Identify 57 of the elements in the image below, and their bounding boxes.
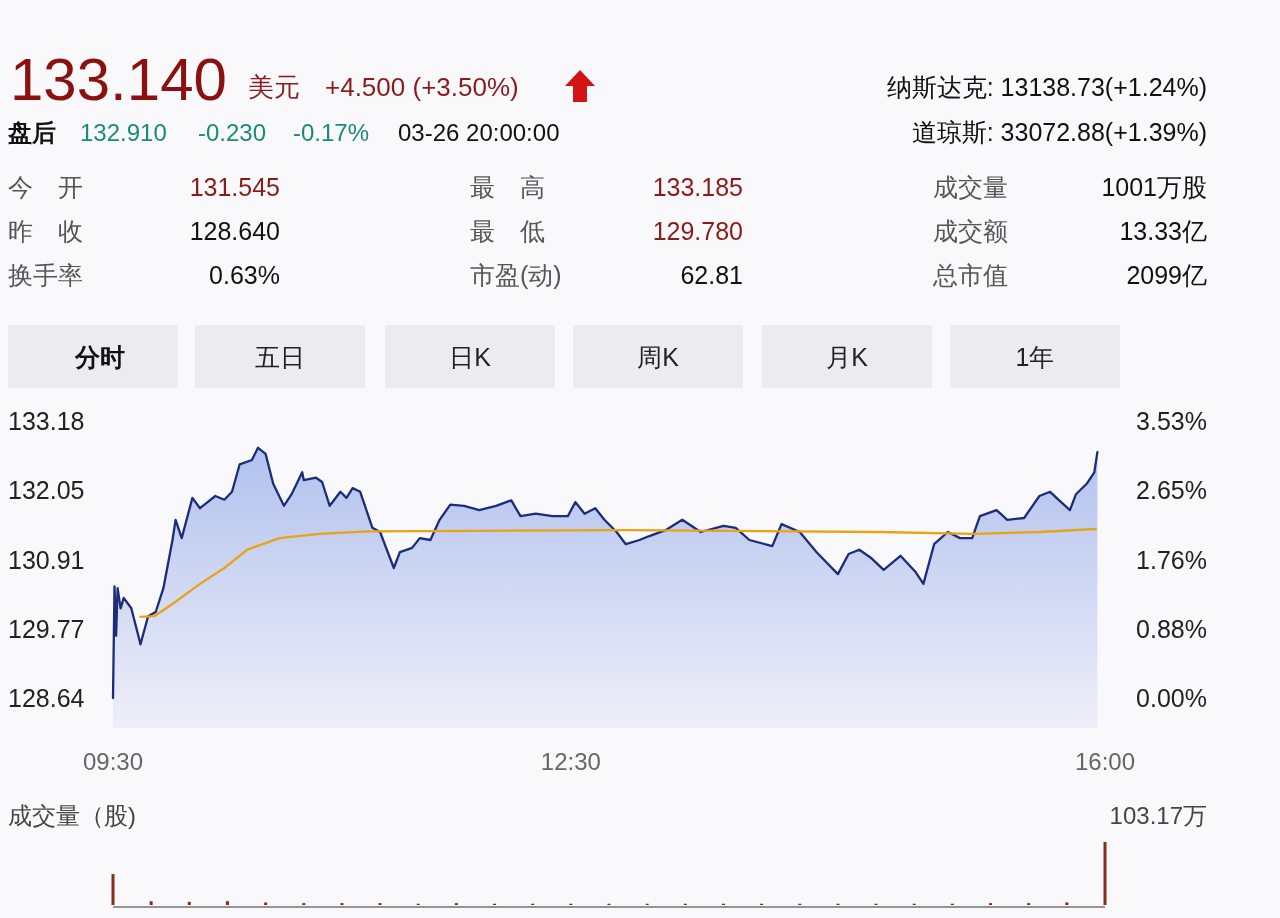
- y-tick-label: 132.05: [8, 475, 85, 504]
- bar: [264, 902, 268, 905]
- text: 1年: [1015, 343, 1055, 371]
- text: 0.63%: [209, 261, 280, 289]
- text: 总市值: [932, 261, 1008, 289]
- x-tick-label: 12:30: [540, 748, 601, 775]
- chart-title: 成交量（股): [8, 802, 136, 829]
- text: 月K: [826, 343, 869, 371]
- x-tick-label: 09:30: [82, 748, 144, 775]
- y2-tick-label: 3.53%: [1136, 407, 1207, 435]
- y2-tick-label: 0.88%: [1136, 614, 1207, 643]
- text: 盘后: [7, 119, 56, 146]
- text: 62.81: [680, 261, 743, 289]
- y2-tick-label: 1.76%: [1136, 545, 1207, 574]
- y-tick-label: 129.77: [8, 615, 85, 644]
- text: -0.17%: [293, 119, 370, 146]
- y2-tick-label: 0.00%: [1136, 684, 1207, 712]
- text: 1001万股: [1101, 173, 1207, 201]
- y-tick-label: 133.18: [8, 407, 85, 435]
- text: 131.545: [189, 173, 280, 201]
- text: 今 开: [8, 173, 83, 201]
- y-tick-label: 130.91: [8, 545, 85, 574]
- text: 分时: [74, 343, 125, 371]
- text: 2099亿: [1126, 261, 1207, 289]
- bar: [225, 901, 229, 905]
- text: 换手率: [8, 261, 83, 289]
- text: 昨 收: [8, 217, 83, 245]
- bar: [1065, 902, 1069, 905]
- bar: [149, 901, 153, 905]
- text: 128.640: [189, 217, 280, 245]
- text: 美元: [248, 72, 300, 102]
- text: +4.500 (+3.50%): [325, 72, 519, 102]
- y2-tick-label: 2.65%: [1136, 476, 1207, 505]
- text: 129.780: [652, 217, 743, 245]
- y-tick-label: 128.64: [8, 684, 85, 712]
- text: 13.33亿: [1119, 217, 1207, 245]
- text: 市盈(动): [470, 261, 562, 289]
- text: 日K: [449, 343, 492, 371]
- text: 03-26 20:00:00: [398, 119, 560, 146]
- bar: [1103, 842, 1107, 905]
- bar: [187, 901, 191, 905]
- text: 最 低: [470, 217, 545, 245]
- text: 最 高: [470, 173, 545, 201]
- x-tick-label: 16:00: [1074, 748, 1136, 775]
- text: 纳斯达克: 13138.73(+1.24%): [886, 73, 1207, 101]
- text: 五日: [255, 343, 305, 371]
- text: 周K: [637, 343, 680, 371]
- text: 成交量: [933, 173, 1008, 201]
- text: 道琼斯: 33072.88(+1.39%): [911, 118, 1207, 146]
- text: 133.140: [10, 46, 227, 113]
- text: 132.910: [80, 119, 167, 146]
- text: 133.185: [652, 173, 743, 201]
- text: -0.230: [198, 119, 267, 146]
- line-series: [139, 527, 1097, 619]
- text: 成交额: [933, 217, 1008, 245]
- bar: [111, 874, 115, 905]
- text: 103.17万: [1109, 802, 1207, 829]
